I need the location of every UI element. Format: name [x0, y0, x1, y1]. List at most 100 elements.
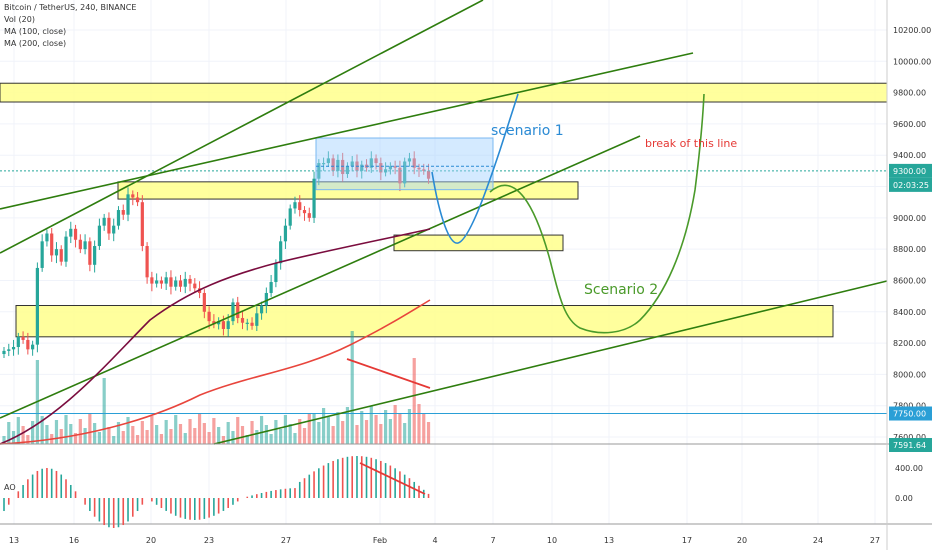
candle-body: [31, 344, 35, 350]
volume-bar: [155, 425, 159, 444]
volume-bar: [240, 426, 245, 444]
candle-body: [379, 163, 383, 173]
volume-bar: [283, 415, 288, 444]
volume-bar: [426, 422, 431, 444]
volume-bar: [312, 413, 316, 444]
y-tick-label: 9400.00: [893, 151, 926, 160]
legend-ao[interactable]: AO: [4, 483, 16, 492]
y-tick-label: 8800.00: [893, 245, 926, 254]
x-tick-label: 7: [490, 536, 495, 545]
candle-body: [259, 305, 264, 314]
bottom-price-badge-bg: [889, 438, 932, 452]
candle-body: [345, 166, 350, 175]
ao-tick-label: 400.00: [895, 464, 923, 473]
candle-body: [245, 322, 249, 324]
candle-body: [183, 278, 187, 287]
volume-bar: [21, 426, 25, 444]
volume-bar: [145, 430, 149, 444]
candle-body: [126, 194, 130, 215]
candle-body: [412, 158, 416, 168]
candle-body: [417, 167, 421, 170]
trendline: [0, 52, 694, 210]
candle-body: [341, 159, 345, 175]
volume-bar: [107, 427, 111, 444]
candle-body: [250, 322, 254, 326]
volume-bar: [293, 433, 297, 444]
candle-body: [307, 213, 311, 218]
candle-body: [169, 277, 173, 287]
candle-body: [145, 246, 149, 278]
level-badge-bg: [889, 406, 932, 421]
x-tick-label: 10: [547, 536, 557, 545]
volume-bar: [245, 435, 249, 444]
volume-bar: [73, 433, 78, 444]
scenario1-label: scenario 1: [491, 123, 564, 139]
volume-bar: [31, 421, 35, 444]
volume-bar: [178, 424, 183, 444]
candle-body: [16, 336, 20, 347]
resistance-zone: [0, 82, 888, 103]
candle-body: [88, 241, 92, 265]
y-tick-label: 9000.00: [893, 214, 926, 223]
annotation-labels: scenario 1 Scenario 2 break of this line: [491, 123, 737, 298]
candle-body: [269, 282, 273, 293]
volume-bar: [288, 424, 292, 444]
candle-body: [83, 241, 87, 250]
volume-bar: [54, 420, 59, 444]
volume-bar: [341, 421, 345, 444]
legend-symbol[interactable]: Bitcoin / TetherUS, 240, BINANCE: [4, 3, 137, 12]
volume-bar: [131, 426, 135, 444]
legend-ma200[interactable]: MA (200, close): [4, 39, 67, 48]
volume-bar: [159, 434, 164, 444]
volume-bar: [398, 414, 402, 444]
price-axis[interactable]: 10200.0010000.009800.009600.009400.00920…: [886, 0, 931, 550]
y-tick-label: 8200.00: [893, 339, 926, 348]
candle-body: [21, 336, 25, 340]
candle-body: [107, 217, 111, 234]
volume-bar: [302, 428, 307, 444]
volume-bar: [226, 422, 230, 444]
x-tick-label: 27: [870, 536, 880, 545]
candle-body: [374, 158, 378, 164]
volume-bar: [317, 422, 321, 444]
current-price-badge: 9300.00: [893, 167, 926, 176]
candle-body: [193, 283, 197, 289]
legend-ma100[interactable]: MA (100, close): [4, 27, 67, 36]
candle-body: [207, 311, 211, 322]
volume-bar: [59, 429, 63, 444]
volume-bar: [202, 423, 206, 444]
candle-body: [407, 158, 412, 162]
volume-bar: [417, 404, 421, 444]
candle-body: [54, 249, 59, 256]
legend-vol[interactable]: Vol (20): [4, 15, 35, 24]
volume-bar: [269, 434, 273, 444]
candle-body: [112, 225, 116, 234]
candle-body: [255, 313, 259, 326]
volume-bar: [374, 415, 378, 444]
candle-body: [217, 321, 221, 325]
volume-bar: [112, 436, 116, 444]
volume-bar: [207, 432, 211, 444]
x-tick-label: 24: [813, 536, 823, 545]
volume-bar: [231, 431, 235, 444]
resistance-zone: [15, 305, 834, 338]
candle-body: [293, 202, 297, 209]
candle-body: [102, 217, 106, 226]
volume-bar: [135, 435, 140, 444]
volume-bar: [197, 414, 202, 444]
candle-body: [321, 163, 326, 165]
candle-body: [116, 210, 121, 226]
ao-legend: AO: [4, 482, 16, 494]
x-tick-label: 20: [737, 536, 747, 545]
volume-bar: [26, 435, 30, 444]
x-tick-label: 4: [432, 536, 437, 545]
candle-body: [164, 277, 168, 284]
volume-bar: [250, 421, 254, 444]
candle-body: [388, 166, 392, 170]
volume-bar: [279, 429, 283, 444]
candle-body: [240, 318, 245, 323]
volume-bar: [298, 419, 302, 444]
time-axis[interactable]: 13 16 20 23 27 Feb 4 7 10 13 17 20 24 27: [9, 536, 880, 545]
volume-bar: [102, 378, 106, 444]
